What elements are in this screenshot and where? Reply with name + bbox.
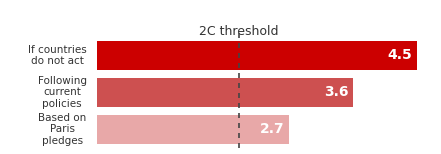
Text: 2C threshold: 2C threshold (199, 25, 279, 38)
Text: 4.5: 4.5 (388, 49, 412, 62)
Bar (97, 78, 353, 107)
Text: 3.6: 3.6 (324, 85, 348, 99)
Text: 2.7: 2.7 (260, 122, 284, 136)
Bar (97, 41, 417, 70)
Bar (97, 115, 289, 144)
